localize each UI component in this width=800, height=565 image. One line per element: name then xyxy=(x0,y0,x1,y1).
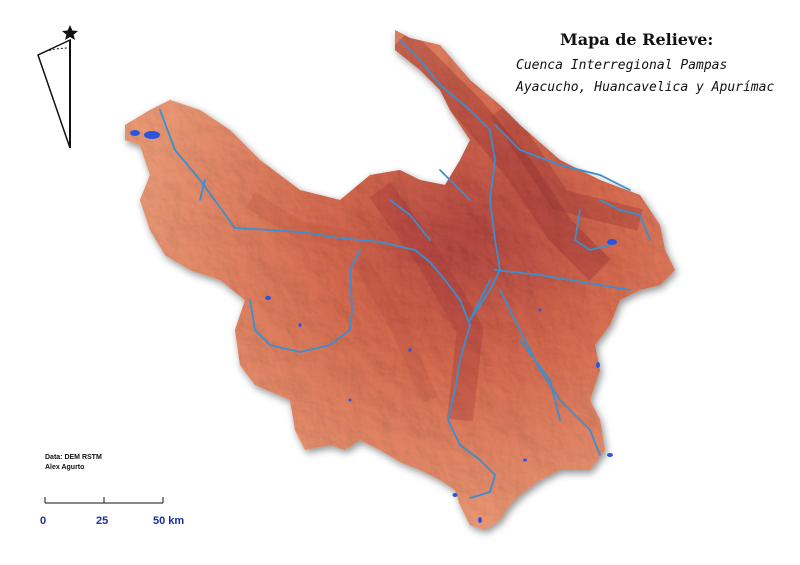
relief-shading xyxy=(125,30,675,530)
north-arrow-icon xyxy=(37,25,78,149)
scale-label-50: 50 km xyxy=(153,515,185,527)
scale-label-25: 25 xyxy=(96,515,109,527)
lake xyxy=(144,131,160,139)
data-source-credit: Data: DEM RSTM xyxy=(45,454,102,461)
star-icon xyxy=(62,25,78,40)
main-river xyxy=(159,109,471,326)
scale-bar xyxy=(44,497,164,504)
author-credit: Alex Agurto xyxy=(45,464,85,471)
map-subtitle-line2: Ayacucho, Huancavelica y Apurímac xyxy=(516,80,775,95)
scale-label-0: 0 xyxy=(40,515,47,527)
river-network xyxy=(159,39,651,499)
map-subtitle-line1: Cuenca Interregional Pampas xyxy=(516,58,728,73)
map-title: Mapa de Relieve: xyxy=(560,30,714,49)
lakes xyxy=(130,130,617,523)
